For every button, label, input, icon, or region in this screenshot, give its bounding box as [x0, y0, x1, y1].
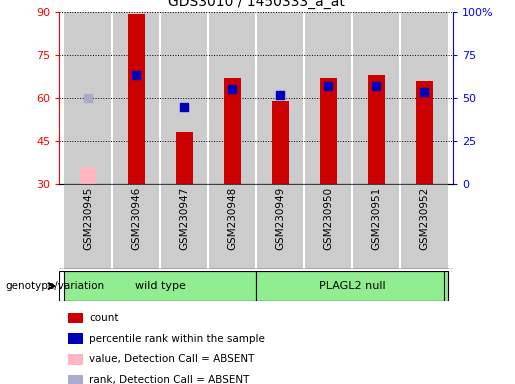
Bar: [400, 12, 449, 184]
Text: genotype/variation: genotype/variation: [5, 281, 104, 291]
Bar: [208, 12, 256, 184]
Bar: [68, 374, 83, 384]
Text: GSM230950: GSM230950: [323, 187, 333, 250]
Text: rank, Detection Call = ABSENT: rank, Detection Call = ABSENT: [89, 375, 249, 384]
Bar: [256, 184, 304, 269]
Bar: [352, 184, 400, 269]
Bar: [68, 354, 83, 364]
Title: GDS3010 / 1450333_a_at: GDS3010 / 1450333_a_at: [168, 0, 345, 9]
Text: PLAGL2 null: PLAGL2 null: [319, 281, 386, 291]
Bar: [64, 271, 256, 301]
Text: GSM230951: GSM230951: [371, 187, 381, 250]
Bar: [64, 184, 112, 269]
Bar: [256, 271, 449, 301]
Text: GSM230946: GSM230946: [131, 187, 141, 250]
Bar: [68, 333, 83, 344]
Bar: [256, 12, 304, 184]
Text: GSM230945: GSM230945: [83, 187, 93, 250]
Text: wild type: wild type: [135, 281, 185, 291]
Bar: [368, 75, 385, 184]
Bar: [80, 167, 96, 184]
Point: [276, 92, 284, 98]
Bar: [160, 12, 208, 184]
Bar: [68, 313, 83, 323]
Bar: [320, 78, 337, 184]
Bar: [304, 184, 352, 269]
Bar: [176, 132, 193, 184]
Bar: [128, 14, 145, 184]
Bar: [112, 184, 160, 269]
Text: GSM230949: GSM230949: [275, 187, 285, 250]
Bar: [112, 12, 160, 184]
Point: [324, 83, 332, 89]
Point: [228, 86, 236, 92]
Point: [132, 72, 140, 78]
Bar: [400, 184, 449, 269]
Text: GSM230947: GSM230947: [179, 187, 189, 250]
Text: percentile rank within the sample: percentile rank within the sample: [89, 334, 265, 344]
Text: GSM230948: GSM230948: [227, 187, 237, 250]
Bar: [208, 184, 256, 269]
Point: [420, 89, 428, 95]
Point: [84, 95, 92, 101]
Bar: [272, 101, 288, 184]
Bar: [416, 81, 433, 184]
Text: value, Detection Call = ABSENT: value, Detection Call = ABSENT: [89, 354, 254, 364]
Bar: [64, 12, 112, 184]
Bar: [224, 78, 241, 184]
Text: count: count: [89, 313, 118, 323]
Text: GSM230952: GSM230952: [419, 187, 430, 250]
Bar: [160, 184, 208, 269]
Point: [180, 103, 188, 109]
Point: [372, 83, 381, 89]
Bar: [304, 12, 352, 184]
Bar: [352, 12, 400, 184]
